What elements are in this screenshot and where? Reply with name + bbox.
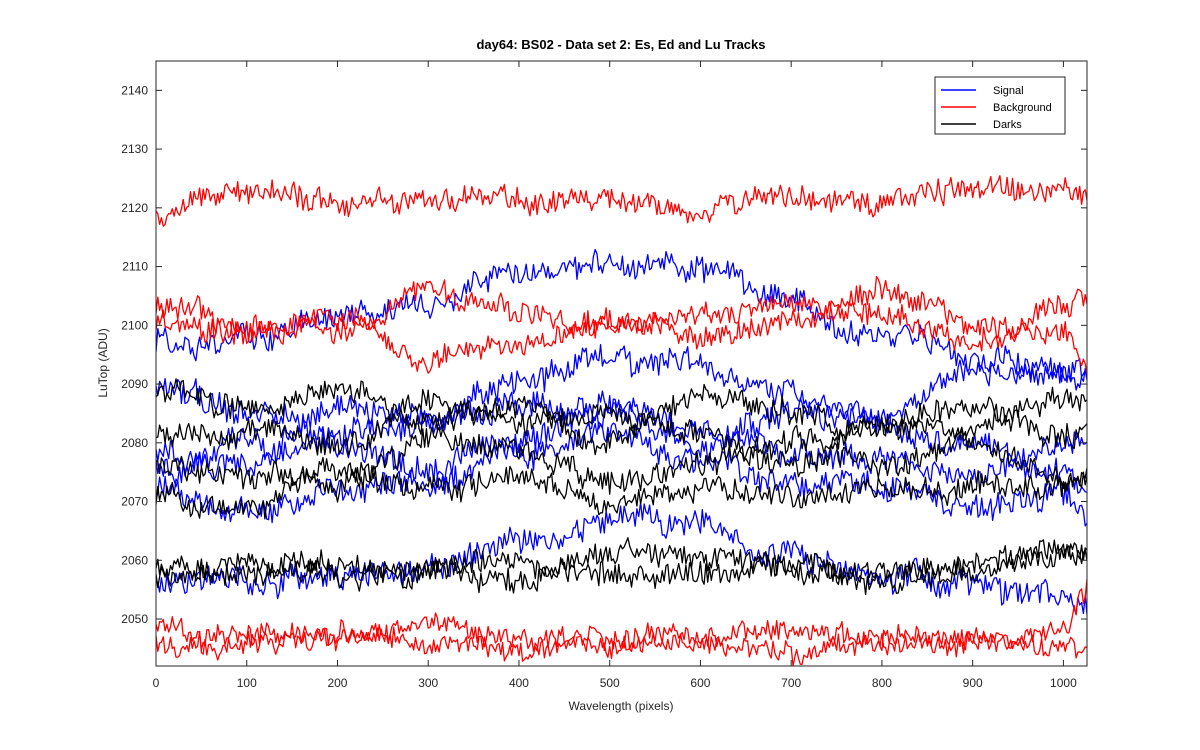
legend-item-background: Background bbox=[941, 102, 1052, 114]
x-tick-label: 900 bbox=[963, 676, 983, 690]
series-line-background bbox=[156, 275, 1087, 374]
series-line-darks bbox=[156, 456, 1087, 520]
x-tick-label: 800 bbox=[872, 676, 892, 690]
x-tick-label: 300 bbox=[418, 676, 438, 690]
plot-background bbox=[156, 61, 1087, 666]
x-tick-label: 600 bbox=[690, 676, 710, 690]
y-tick-label: 2110 bbox=[122, 260, 148, 274]
x-tick-label: 1000 bbox=[1050, 676, 1077, 690]
y-axis-label: LuTop (ADU) bbox=[96, 328, 110, 397]
series-line-signal bbox=[156, 391, 1087, 494]
y-tick-label: 2130 bbox=[121, 142, 148, 156]
plot-area bbox=[155, 60, 1088, 667]
x-axis: 0 100 200 300 400 500 600 700 800 900 1000 bbox=[153, 61, 1077, 690]
series-line-signal bbox=[156, 248, 1087, 391]
legend-item-signal: Signal bbox=[941, 85, 1024, 97]
series-line-background bbox=[156, 624, 1087, 666]
x-tick-label: 100 bbox=[237, 676, 257, 690]
series-line-background bbox=[156, 175, 1087, 227]
y-tick-label: 2140 bbox=[121, 83, 148, 97]
y-tick-label: 2120 bbox=[121, 201, 148, 215]
series-line-signal bbox=[156, 501, 1087, 615]
legend-item-darks: Darks bbox=[941, 119, 1022, 131]
y-axis: 2050 2060 2070 2080 2090 2100 2110 2120 2130 2140 bbox=[121, 83, 1087, 626]
y-tick-label: 2070 bbox=[121, 495, 148, 509]
series-line-darks bbox=[156, 539, 1087, 592]
series-line-signal bbox=[156, 343, 1087, 448]
series-line-background bbox=[156, 578, 1087, 658]
series-layer bbox=[156, 175, 1087, 666]
x-tick-label: 400 bbox=[509, 676, 529, 690]
x-tick-label: 0 bbox=[153, 676, 160, 690]
x-tick-label: 500 bbox=[600, 676, 620, 690]
y-tick-label: 2060 bbox=[121, 553, 148, 567]
x-tick-label: 200 bbox=[327, 676, 347, 690]
legend-label-darks: Darks bbox=[993, 119, 1022, 131]
series-line-darks bbox=[156, 378, 1087, 456]
chart-title: day64: BS02 - Data set 2: Es, Ed and Lu … bbox=[476, 37, 765, 52]
x-tick-label: 700 bbox=[781, 676, 801, 690]
legend-label-signal: Signal bbox=[993, 85, 1024, 97]
series-line-darks bbox=[156, 389, 1087, 478]
legend: Signal Background Darks bbox=[934, 76, 1066, 135]
legend-label-background: Background bbox=[993, 102, 1052, 114]
y-tick-label: 2080 bbox=[121, 436, 148, 450]
y-tick-label: 2100 bbox=[121, 318, 148, 332]
y-tick-label: 2050 bbox=[121, 612, 148, 626]
x-axis-label: Wavelength (pixels) bbox=[569, 699, 674, 713]
y-tick-label: 2090 bbox=[121, 377, 148, 391]
plot-frame bbox=[155, 60, 1088, 667]
